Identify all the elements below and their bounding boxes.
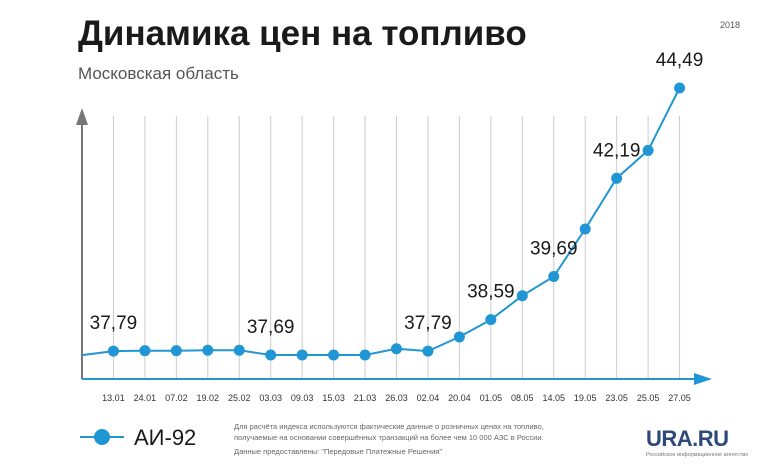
x-tick-label: 15.03 [322, 393, 345, 403]
x-tick-label: 20.04 [448, 393, 471, 403]
data-label: 44,49 [656, 50, 704, 71]
series-line-ai92 [81, 87, 681, 357]
data-label: 37,69 [247, 317, 295, 338]
data-point-08.05 [516, 290, 528, 302]
y-axis-arrow-icon [76, 108, 88, 125]
data-point-15.03 [328, 349, 340, 361]
data-point-13.01 [107, 345, 119, 357]
x-tick-label: 25.05 [637, 393, 660, 403]
data-point-27.05 [674, 82, 686, 94]
data-label: 39,69 [530, 238, 578, 259]
data-point-26.03 [391, 343, 402, 355]
x-tick-label: 19.05 [574, 393, 597, 403]
data-point-07.02 [170, 345, 182, 357]
x-tick-label: 19.02 [197, 393, 220, 403]
note-line-2: получаемые на основании совершённых тран… [234, 433, 544, 442]
data-point-09.03 [296, 349, 308, 361]
data-label: 38,59 [467, 282, 515, 303]
x-tick-label: 07.02 [165, 393, 188, 403]
data-point-21.03 [359, 349, 371, 361]
x-tick-label: 09.03 [291, 393, 314, 403]
x-tick-label: 24.01 [134, 393, 157, 403]
data-point-01.05 [485, 314, 497, 326]
logo-name: URA.RU [646, 426, 729, 451]
x-tick-label: 21.03 [354, 393, 377, 403]
data-label: 37,79 [90, 313, 138, 334]
legend-marker-icon [94, 429, 110, 445]
data-point-03.03 [265, 349, 277, 361]
data-point-24.01 [139, 345, 151, 357]
x-tick-label: 08.05 [511, 393, 534, 403]
x-tick-label: 23.05 [605, 393, 628, 403]
x-tick-label: 02.04 [417, 393, 440, 403]
x-tick-label: 13.01 [102, 393, 125, 403]
note-line-3: Данные предоставлены: "Передовые Платежн… [234, 447, 442, 456]
fuel-price-line-chart: 13.01 24.01 07.02 19.02 25.02 03.03 09.03 15.03… [76, 50, 712, 403]
data-point-25.02 [233, 344, 245, 356]
data-point-25.05 [642, 144, 654, 156]
chart-title: Динамика цен на топливо [78, 14, 527, 53]
data-point-23.05 [611, 172, 623, 184]
logo-tagline: Российское информационное агентство [646, 452, 749, 458]
year-label: 2018 [720, 20, 741, 30]
x-tick-label: 14.05 [542, 393, 565, 403]
source-notes: Для расчёта индекса используются фактиче… [234, 421, 604, 457]
data-label: 37,79 [404, 313, 452, 334]
data-point-19.02 [202, 344, 214, 356]
data-point-14.05 [548, 270, 560, 282]
note-line-1: Для расчёта индекса используются фактиче… [234, 422, 544, 431]
x-tick-label: 25.02 [228, 393, 251, 403]
legend-label: АИ-92 [134, 425, 197, 450]
x-axis-arrow-icon [694, 373, 712, 385]
x-tick-label: 26.03 [385, 393, 408, 403]
ura-logo[interactable]: URA.RU Российское информационное агентст… [646, 426, 749, 464]
legend: АИ-92 [80, 424, 210, 450]
x-tick-label: 27.05 [668, 393, 691, 403]
data-point-19.05 [579, 223, 591, 235]
x-tick-label: 03.03 [259, 393, 282, 403]
x-tick-label: 01.05 [480, 393, 503, 403]
data-point-20.04 [453, 331, 465, 343]
chart-subtitle: Московская область [78, 64, 239, 83]
data-point-02.04 [422, 345, 434, 357]
data-label: 42,19 [593, 140, 641, 161]
